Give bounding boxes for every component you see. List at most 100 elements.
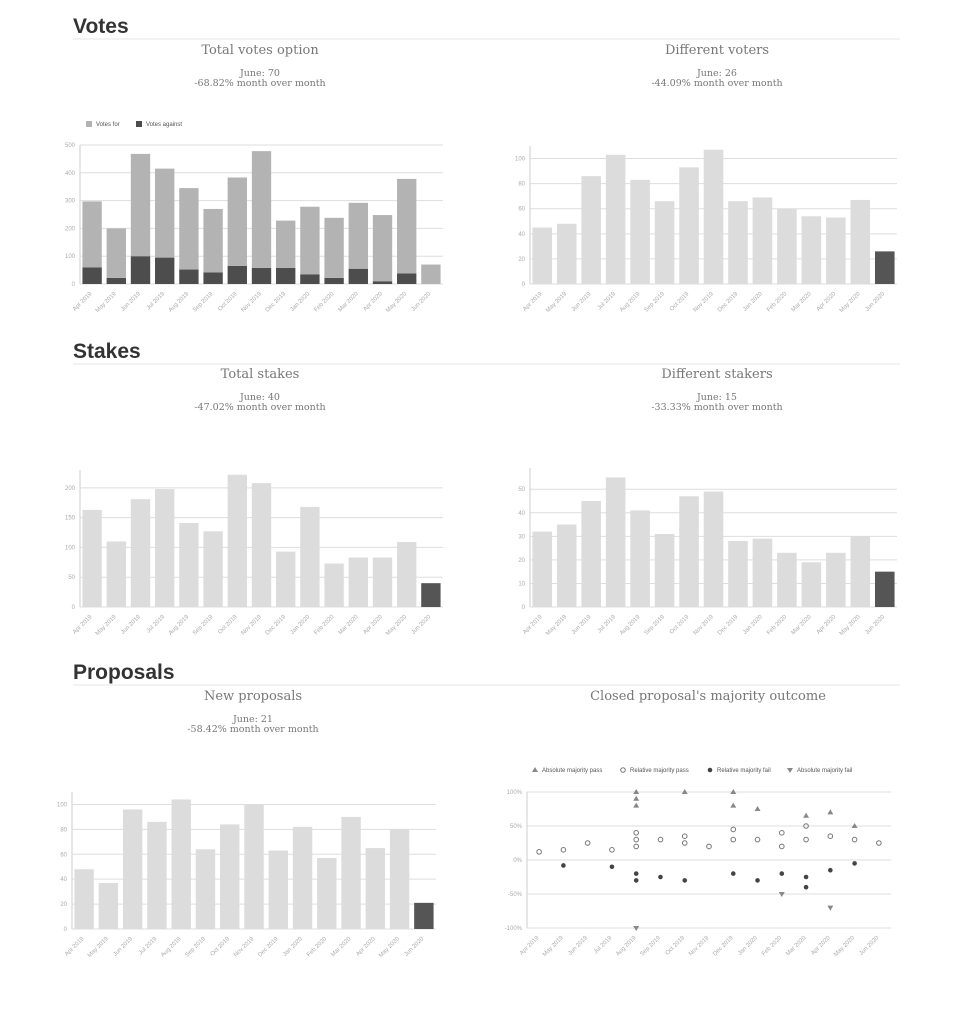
bar-segment — [251, 151, 272, 268]
x-tick-label: Apr 2020 — [816, 291, 838, 313]
x-tick-label: Jun 2019 — [112, 936, 134, 958]
bar-segment — [372, 281, 393, 284]
point — [876, 840, 882, 846]
x-tick-label: Nov 2019 — [693, 291, 716, 314]
x-tick-label: Dec 2019 — [712, 935, 735, 958]
legend-marker — [532, 767, 538, 772]
x-tick-label: May 2020 — [839, 291, 862, 314]
x-tick-label: Dec 2019 — [257, 936, 280, 959]
bar — [276, 551, 296, 607]
bar — [728, 201, 748, 284]
x-tick-label: Jan 2020 — [742, 614, 764, 636]
point — [803, 874, 809, 880]
y-tick-label: 60 — [60, 852, 67, 858]
bar-segment — [397, 273, 417, 284]
y-tick-label: 300 — [65, 199, 76, 205]
x-tick-label: Oct 2019 — [669, 614, 691, 636]
y-tick-label: 100% — [507, 790, 523, 796]
point — [730, 789, 737, 794]
bar — [397, 542, 417, 607]
x-tick-label: Jul 2019 — [597, 614, 618, 635]
legend-swatch — [136, 121, 142, 127]
bar-segment — [324, 277, 344, 284]
bar — [251, 483, 272, 607]
x-tick-label: Jun 2020 — [404, 936, 426, 958]
point — [779, 843, 785, 850]
point — [633, 878, 639, 883]
x-tick-label: Jul 2019 — [146, 614, 167, 635]
bar — [532, 531, 553, 607]
bar-segment — [227, 177, 247, 266]
bar-segment — [397, 178, 417, 274]
x-tick-label: Feb 2020 — [313, 614, 336, 637]
x-tick-label: Sep 2019 — [644, 614, 667, 637]
bar — [389, 829, 410, 929]
bar — [171, 799, 191, 929]
x-tick-label: Aug 2019 — [619, 291, 642, 314]
bar — [654, 533, 675, 607]
bar-segment — [276, 267, 296, 284]
x-tick-label: Jan 2020 — [737, 935, 759, 957]
bar — [324, 563, 344, 607]
bar — [147, 821, 167, 929]
annotation: June: 70 — [239, 68, 280, 79]
x-tick-label: Apr 2019 — [519, 935, 541, 957]
x-tick-label: Feb 2020 — [761, 935, 784, 958]
x-tick-label: Oct 2019 — [217, 614, 239, 636]
bar — [268, 850, 288, 929]
bar-segment — [203, 208, 223, 273]
annotation: -47.02% month over month — [194, 402, 325, 413]
bar — [365, 848, 386, 929]
x-tick-label: Feb 2020 — [313, 291, 336, 314]
bar — [244, 804, 264, 929]
bar — [220, 824, 240, 929]
x-tick-label: Sep 2019 — [644, 291, 667, 314]
x-tick-label: Mar 2020 — [338, 614, 361, 637]
annotation: June: 26 — [696, 68, 737, 79]
point — [560, 847, 567, 853]
bar — [98, 882, 119, 929]
x-tick-label: Jul 2019 — [146, 291, 167, 312]
point — [706, 843, 712, 850]
bar — [728, 541, 748, 607]
x-tick-label: Oct 2019 — [217, 291, 239, 313]
point — [828, 867, 833, 873]
x-tick-label: Jul 2019 — [597, 291, 618, 312]
point — [681, 833, 688, 840]
x-tick-label: Jun 2020 — [864, 291, 886, 313]
bar — [679, 496, 699, 607]
x-tick-label: Jan 2020 — [290, 614, 312, 636]
y-tick-label: 40 — [518, 511, 525, 517]
x-tick-label: Oct 2019 — [665, 935, 687, 957]
bar-segment — [372, 215, 393, 282]
point — [681, 789, 688, 794]
bar — [532, 227, 553, 284]
bar-segment — [348, 268, 368, 284]
y-tick-label: 0 — [72, 605, 76, 611]
bar — [74, 869, 94, 929]
bar — [777, 208, 797, 284]
x-tick-label: Apr 2020 — [810, 935, 832, 957]
point — [803, 884, 809, 890]
point — [852, 861, 857, 866]
x-tick-label: Mar 2020 — [330, 936, 353, 959]
bar — [155, 489, 175, 607]
x-tick-label: Jan 2020 — [290, 291, 312, 313]
bar-segment — [82, 201, 102, 268]
section-title: Votes — [73, 15, 129, 38]
bar — [630, 510, 650, 607]
point — [609, 847, 615, 853]
point — [779, 871, 785, 876]
bar — [581, 176, 601, 284]
x-tick-label: Feb 2020 — [306, 936, 329, 959]
bar — [605, 477, 626, 607]
section-title: Proposals — [73, 661, 175, 684]
chart-title: Different voters — [665, 43, 769, 58]
x-tick-label: May 2019 — [542, 935, 565, 958]
bar — [203, 531, 223, 607]
bar — [801, 216, 822, 284]
point — [633, 836, 640, 843]
point — [561, 863, 566, 868]
